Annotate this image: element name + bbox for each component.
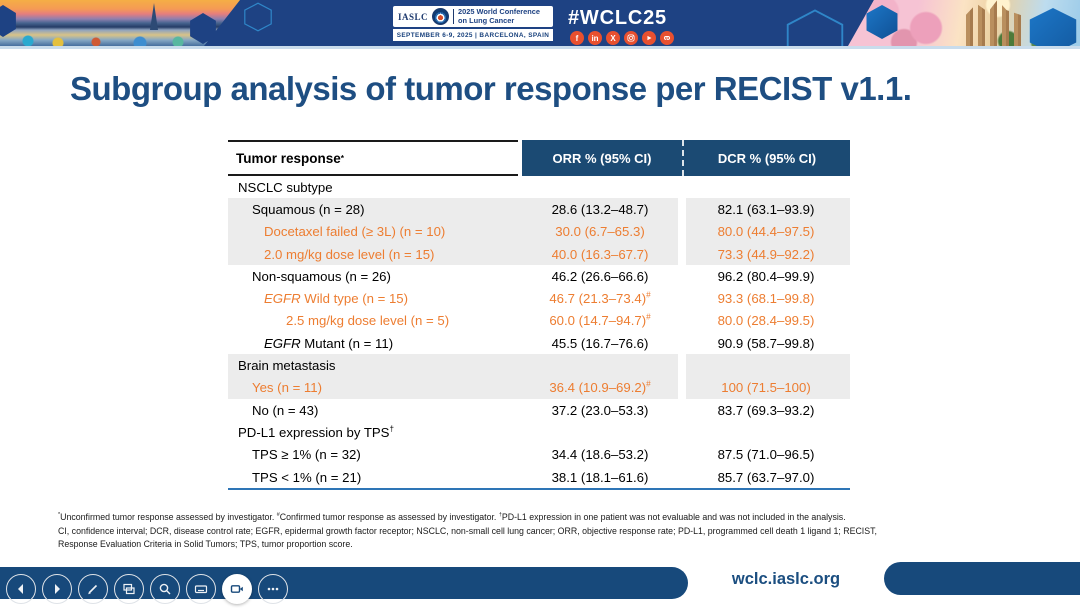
hexagon-outline-icon (244, 2, 272, 32)
row-label: PD-L1 expression by TPS† (238, 424, 395, 440)
footer-url: wclc.iaslc.org (731, 570, 841, 588)
table-section-row: Brain metastasis (228, 354, 850, 377)
keyboard-button[interactable] (186, 574, 216, 604)
table-row: 2.0 mg/kg dose level (n = 15) 40.0 (16.3–… (228, 242, 850, 266)
table-row: Squamous (n = 28) 28.6 (13.2–48.7) 82.1 (6… (228, 198, 850, 221)
dcr-value: 87.5 (71.0–96.5) (717, 447, 815, 463)
divider (453, 9, 455, 24)
dcr-value: 73.3 (44.9–92.2) (717, 246, 815, 262)
hexagon-outline-icon (786, 9, 844, 46)
annotate-pen-button[interactable] (78, 574, 108, 604)
hashtag: #WCLC25 (568, 7, 667, 29)
row-label: TPS ≥ 1% (n = 32) (252, 447, 361, 463)
instagram-icon (624, 31, 638, 45)
table-section-row: PD-L1 expression by TPS† (228, 421, 850, 443)
column-header-orr: ORR % (95% CI) (522, 140, 682, 176)
camera-button[interactable] (222, 574, 252, 604)
wclc-emblem-icon (432, 8, 450, 25)
row-label: No (n = 43) (252, 402, 319, 418)
orr-value: 28.6 (13.2–48.7) (551, 201, 649, 217)
dcr-value: 85.7 (63.7–97.0) (717, 469, 815, 485)
row-label: 2.0 mg/kg dose level (n = 15) (264, 246, 435, 262)
table-row: EGFR Mutant (n = 11) 45.5 (16.7–76.6) 90.9… (228, 332, 850, 354)
sagrada-towers (966, 0, 1024, 46)
row-label: Squamous (n = 28) (252, 201, 365, 217)
x-icon: X (606, 31, 620, 45)
dcr-value: 83.7 (69.3–93.2) (717, 402, 815, 418)
presenter-toolbar (6, 574, 288, 604)
hexagon-decoration (0, 5, 16, 37)
footnote-line3: Response Evaluation Criteria in Solid Tu… (58, 539, 353, 549)
column-header-tumor-response: Tumor response * (228, 140, 518, 176)
table-row: EGFR Wild type (n = 15) 46.7 (21.3–73.4)#… (228, 287, 850, 309)
table-row: Yes (n = 11) 36.4 (10.9–69.2)# 100 (71.5–1… (228, 376, 850, 399)
row-label: 2.5 mg/kg dose level (n = 5) (286, 313, 450, 329)
orr-value: 60.0 (14.7–94.7)# (549, 313, 651, 329)
banner-underline (0, 46, 1080, 49)
table-row: TPS ≥ 1% (n = 32) 34.4 (18.6–53.2) 87.5 (7… (228, 444, 850, 466)
table-section-row: NSCLC subtype (228, 176, 850, 198)
date-location: SEPTEMBER 6-9, 2025 | BARCELONA, SPAIN (393, 29, 553, 41)
dcr-value: 96.2 (80.4–99.9) (717, 268, 815, 284)
response-table: Tumor response * ORR % (95% CI) DCR % (95… (228, 140, 850, 491)
orr-value: 46.7 (21.3–73.4)# (549, 290, 651, 307)
conference-banner: IASLC 2025 World Conference on Lung Canc… (0, 0, 1080, 46)
social-icons: f in X (570, 31, 674, 45)
dcr-value: 82.1 (63.1–93.9) (717, 201, 815, 217)
orr-value: 46.2 (26.6–66.6) (551, 268, 649, 284)
linkedin-icon: in (588, 31, 602, 45)
row-label: Brain metastasis (238, 358, 336, 374)
iaslc-logo-box: IASLC 2025 World Conference on Lung Canc… (393, 6, 553, 27)
table-row: 2.5 mg/kg dose level (n = 5) 60.0 (14.7–9… (228, 310, 850, 332)
youtube-icon (642, 31, 656, 45)
row-label: Yes (n = 11) (252, 380, 323, 396)
row-label: EGFR Mutant (n = 11) (264, 335, 394, 351)
table-body: NSCLC subtype Squamous (n = 28) 28.6 (13.2… (228, 176, 850, 491)
dcr-value: 93.3 (68.1–99.8) (717, 291, 815, 307)
row-label: Docetaxel failed (≥ 3L) (n = 10) (264, 224, 446, 240)
column-header-label: Tumor response (236, 150, 341, 166)
orr-value: 36.4 (10.9–69.2)# (549, 379, 651, 396)
table-row: Non-squamous (n = 26) 46.2 (26.6–66.6) 96.… (228, 265, 850, 287)
zoom-search-button[interactable] (150, 574, 180, 604)
previous-slide-button[interactable] (6, 574, 36, 604)
row-label: EGFR Wild type (n = 15) (264, 291, 409, 307)
footer-bar-right (884, 562, 1080, 595)
next-slide-button[interactable] (42, 574, 72, 604)
column-header-dcr: DCR % (95% CI) (682, 140, 850, 176)
row-label: NSCLC subtype (238, 179, 333, 195)
conference-line2: on Lung Cancer (458, 15, 515, 25)
dcr-value: 80.0 (28.4–99.5) (717, 313, 815, 329)
link-icon (660, 31, 674, 45)
orr-value: 38.1 (18.1–61.6) (551, 469, 649, 485)
slide-title: Subgroup analysis of tumor response per … (70, 70, 912, 107)
facebook-icon: f (570, 31, 584, 45)
table-row: TPS < 1% (n = 21) 38.1 (18.1–61.6) 85.7 (6… (228, 466, 850, 488)
table-row: Docetaxel failed (≥ 3L) (n = 10) 30.0 (6.… (228, 220, 850, 243)
dcr-value: 90.9 (58.7–99.8) (717, 335, 815, 351)
more-options-button[interactable] (258, 574, 288, 604)
conference-name: 2025 World Conference on Lung Cancer (458, 7, 541, 25)
orr-value: 45.5 (16.7–76.6) (551, 335, 649, 351)
row-label: Non-squamous (n = 26) (252, 268, 391, 284)
orr-value: 34.4 (18.6–53.2) (551, 447, 649, 463)
conference-line1: 2025 World Conference (458, 7, 541, 17)
orr-value: 37.2 (23.0–53.3) (551, 402, 649, 418)
footnote-line1: *Unconfirmed tumor response assessed by … (58, 512, 846, 522)
iaslc-logo: IASLC (398, 11, 429, 22)
row-label: TPS < 1% (n = 21) (252, 469, 362, 485)
orr-value: 30.0 (6.7–65.3) (555, 224, 645, 240)
footnotes: *Unconfirmed tumor response assessed by … (58, 511, 1053, 552)
footnote-line2: CI, confidence interval; DCR, disease co… (58, 525, 877, 536)
dcr-value: 80.0 (44.4–97.5) (717, 224, 815, 240)
dcr-value: 100 (71.5–100) (721, 380, 811, 396)
slide-overview-button[interactable] (114, 574, 144, 604)
table-header: Tumor response * ORR % (95% CI) DCR % (95… (228, 140, 850, 176)
orr-value: 40.0 (16.3–67.7) (551, 246, 649, 262)
table-row: No (n = 43) 37.2 (23.0–53.3) 83.7 (69.3–93… (228, 399, 850, 421)
